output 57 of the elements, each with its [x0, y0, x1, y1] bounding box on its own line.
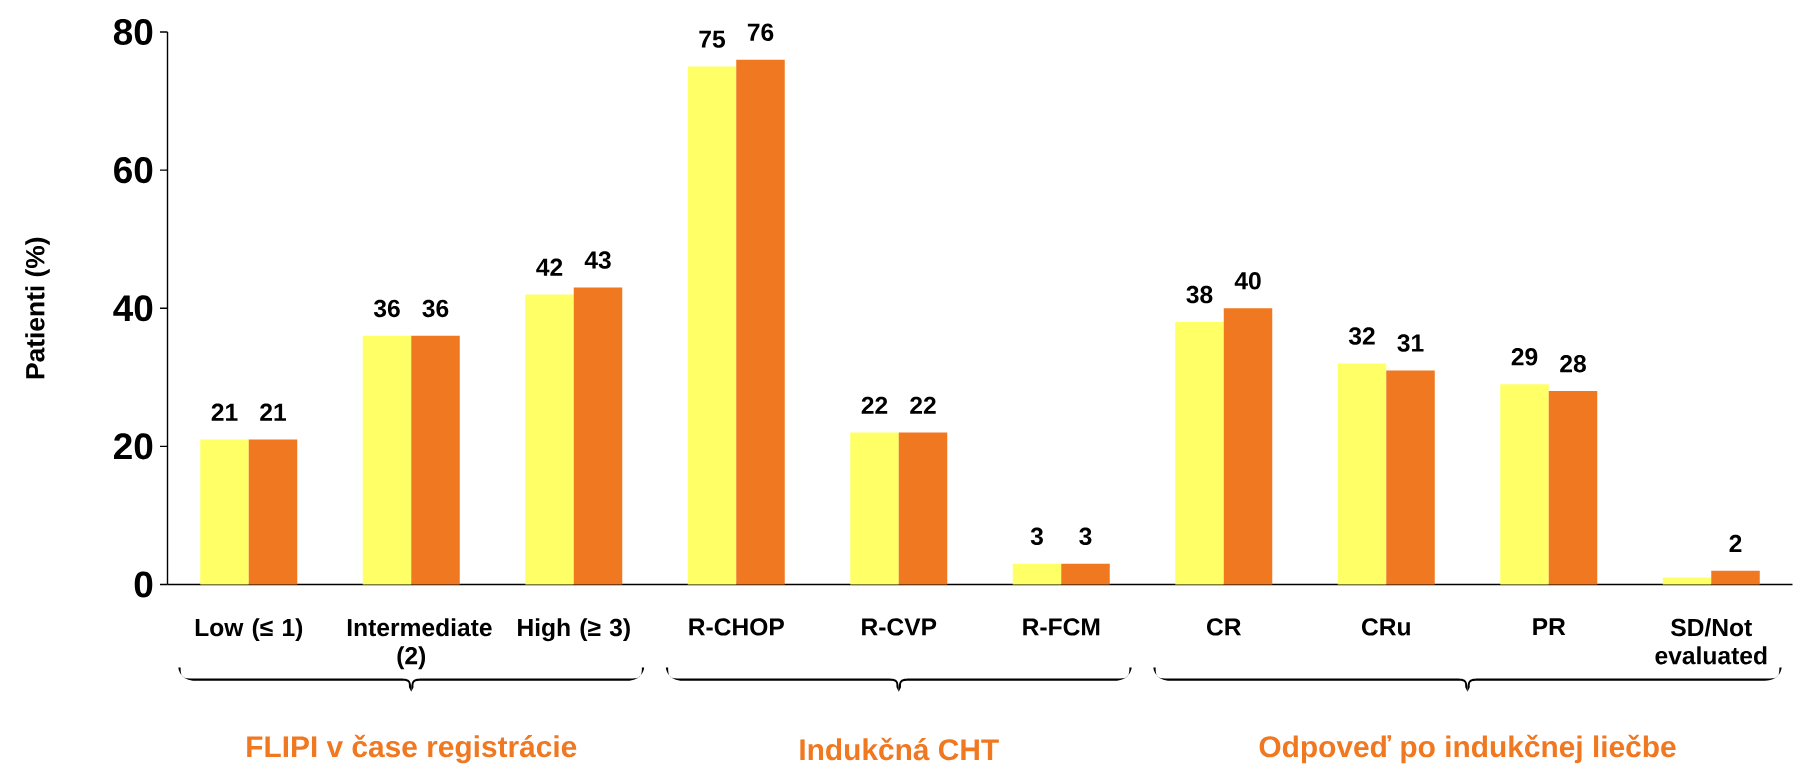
bar: [248, 439, 298, 585]
text: Indukčná CHT: [800, 737, 999, 761]
x-tick-label: R-CHOP: [689, 618, 784, 636]
data-label: 28: [1560, 354, 1586, 373]
x-tick-label: R-FCM: [1023, 618, 1100, 636]
x-tick-label: SD/Not evaluated: [1655, 618, 1767, 665]
text: FLIPI v čase registrácie: [247, 734, 577, 764]
x-tick-label: CRu: [1362, 618, 1410, 636]
data-label: 32: [1348, 327, 1375, 345]
bar: [1012, 563, 1062, 585]
data-label: 40: [1234, 272, 1261, 290]
bar: [687, 66, 737, 585]
y-tick-label: 80: [113, 18, 153, 46]
data-label: 21: [260, 403, 287, 421]
bar: [362, 335, 412, 585]
data-label: 2: [1729, 534, 1742, 552]
x-tick-label: CR: [1207, 618, 1242, 636]
data-label: 22: [910, 396, 936, 414]
bar: [1337, 363, 1387, 585]
data-label: 3: [1079, 527, 1092, 546]
bar: [200, 439, 249, 585]
y-tick-label: 40: [113, 295, 153, 322]
bar: [1548, 391, 1598, 585]
y-axis-title: Patienti (%): [25, 237, 50, 379]
data-label: 36: [422, 299, 449, 318]
data-label: 75: [699, 30, 726, 48]
bar: [1175, 322, 1224, 585]
data-label: 29: [1511, 348, 1538, 366]
data-label: 36: [373, 299, 400, 318]
x-tick-label: Low (≤ 1): [195, 618, 303, 642]
bar: [1223, 308, 1273, 585]
bar: [1500, 384, 1549, 585]
y-tick-label: 20: [114, 433, 153, 460]
y-tick-label: 0: [134, 571, 153, 598]
x-tick-label: High (≥ 3): [518, 618, 630, 642]
x-tick-label: R-CVP: [862, 618, 937, 636]
bar: [525, 294, 574, 585]
bar: [736, 59, 785, 585]
bar: [1386, 370, 1435, 585]
data-label: 3: [1030, 527, 1043, 546]
x-tick-label: Intermediate (2): [347, 618, 492, 670]
data-label: 42: [536, 258, 563, 276]
data-label: 43: [584, 251, 611, 269]
y-tick-label: 60: [114, 157, 153, 184]
bar: [850, 432, 899, 585]
bar: [1711, 570, 1760, 585]
bar: [573, 287, 623, 585]
text: Odpoveď po indukčnej liečbe: [1259, 734, 1676, 764]
data-label: 31: [1397, 334, 1424, 352]
data-label: 76: [747, 23, 774, 41]
bar: [411, 335, 460, 585]
data-label: 38: [1186, 285, 1213, 304]
data-label: 21: [211, 403, 238, 421]
data-label: 22: [861, 396, 888, 414]
x-tick-label: PR: [1533, 618, 1566, 636]
bar: [1061, 563, 1110, 585]
bar: [898, 432, 948, 585]
